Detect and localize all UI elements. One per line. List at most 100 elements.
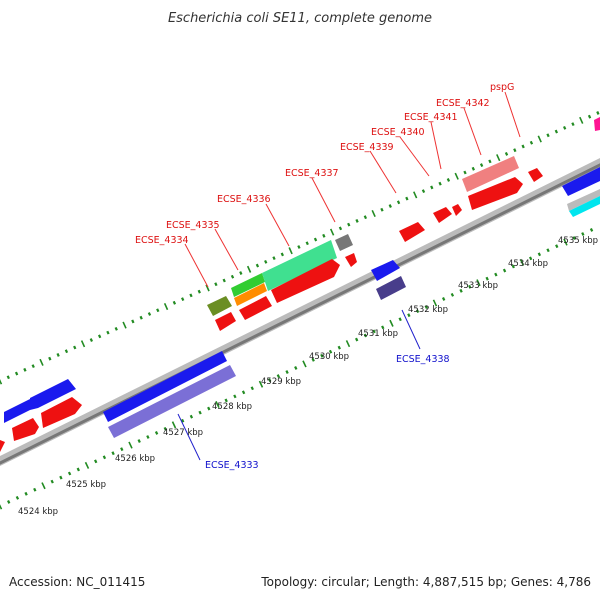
gene-box[interactable]: [335, 234, 353, 251]
gene-arrow[interactable]: [371, 260, 400, 281]
gene-label[interactable]: ECSE_4340: [371, 127, 425, 138]
gene-arrow[interactable]: [103, 351, 227, 422]
gene-box[interactable]: [569, 196, 600, 217]
scale-tick: [554, 129, 559, 134]
cds-arrow[interactable]: [239, 296, 272, 320]
scale-tick: [311, 357, 315, 362]
gene-label[interactable]: ECSE_4339: [340, 142, 394, 153]
gene-arrow[interactable]: [4, 399, 30, 423]
cds-arrow[interactable]: [345, 253, 357, 267]
gene-label[interactable]: ECSE_4338: [396, 354, 450, 365]
scale-tick: [363, 333, 368, 338]
scale-tick: [171, 421, 177, 429]
reverse-label-leaders: [177, 309, 421, 461]
scale-tick: [120, 447, 124, 452]
cds-arrow[interactable]: [41, 397, 82, 428]
scale-tick: [463, 170, 467, 175]
scale-tick: [381, 325, 385, 330]
scale-tick: [494, 272, 498, 277]
scale-tick: [529, 140, 534, 145]
gene-label[interactable]: ECSE_4334: [135, 235, 189, 246]
gene-arrow[interactable]: [108, 365, 236, 438]
cds-arrow[interactable]: [433, 207, 452, 223]
gene-label[interactable]: ECSE_4333: [205, 460, 259, 471]
gene-arrow[interactable]: [562, 167, 600, 196]
gene-label[interactable]: ECSE_4335: [166, 220, 220, 231]
scale-tick: [537, 252, 542, 257]
scale-tick: [328, 349, 333, 354]
scale-tick: [276, 374, 281, 379]
scale-tick: [441, 297, 446, 301]
gene-box[interactable]: [376, 276, 406, 300]
scale-tick: [421, 189, 426, 194]
scale-tick: [189, 414, 194, 419]
cds-arrow[interactable]: [271, 259, 340, 303]
scale-tick: [84, 461, 90, 469]
scale-tick: [504, 151, 509, 156]
scale-tick: [156, 308, 160, 313]
cds-arrow[interactable]: [468, 177, 523, 210]
scale-tick: [80, 340, 86, 348]
cds-arrow[interactable]: [452, 204, 462, 216]
gene-box[interactable]: [231, 273, 265, 297]
scale-tick: [181, 297, 185, 302]
scale-tick: [459, 288, 463, 293]
scale-tick: [131, 319, 135, 324]
gene-label[interactable]: ECSE_4337: [285, 168, 339, 179]
scale-tick: [122, 321, 127, 329]
scale-tick: [7, 500, 11, 504]
cds-arrow[interactable]: [528, 168, 543, 182]
genome-summary-text: Topology: circular; Length: 4,887,515 bp…: [260, 575, 591, 589]
scale-tick: [347, 222, 351, 227]
scale-tick: [596, 111, 600, 115]
scale-tick: [371, 209, 376, 217]
scale-tick: [0, 504, 3, 510]
gene-box[interactable]: [262, 240, 337, 291]
scale-tick: [24, 491, 28, 496]
scale-tick: [572, 236, 576, 240]
gene-label[interactable]: ECSE_4341: [404, 112, 458, 123]
scale-tick: [224, 398, 228, 403]
gene-label[interactable]: pspG: [490, 82, 514, 93]
cds-arrow[interactable]: [215, 312, 236, 331]
gene-box[interactable]: [207, 296, 232, 316]
cds-arrow[interactable]: [12, 418, 39, 441]
gene-box[interactable]: [594, 117, 600, 131]
scale-tick: [14, 371, 19, 376]
gene-box[interactable]: [462, 156, 519, 192]
scale-tick: [413, 191, 418, 199]
gene-box[interactable]: [567, 189, 600, 211]
scale-tick: [67, 471, 72, 476]
forward-label-leaders: [184, 91, 521, 288]
scale-tick: [502, 268, 507, 273]
scale-tick: [230, 274, 235, 279]
scale-tick: [521, 144, 525, 149]
scale-tick: [589, 228, 594, 232]
scale-tick: [446, 178, 451, 182]
scale-tick: [6, 375, 10, 380]
gene-label[interactable]: ECSE_4342: [436, 98, 490, 109]
scale-label: 4525 kbp: [66, 480, 106, 490]
map-title: Escherichia coli SE11, complete genome: [168, 11, 432, 26]
scale-tick: [163, 426, 167, 431]
scale-tick: [181, 418, 185, 423]
gene-label[interactable]: ECSE_4336: [217, 194, 271, 205]
gene-box[interactable]: [234, 283, 267, 306]
scale-labels: 4524 kbp 4525 kbp 4526 kbp 4527 kbp 4528…: [18, 236, 598, 517]
scale-label: 4526 kbp: [115, 454, 155, 464]
scale-tick: [415, 309, 420, 314]
scale-tick: [424, 305, 428, 309]
gene-arrow[interactable]: [30, 379, 76, 410]
scale-tick: [280, 252, 284, 257]
cds-arrow[interactable]: [399, 222, 425, 242]
scale-tick: [581, 232, 585, 236]
scale-tick: [246, 265, 252, 273]
scale-tick: [222, 278, 226, 283]
scale-tick: [405, 196, 409, 201]
scale-tick: [488, 159, 492, 164]
scale-tick: [407, 313, 411, 318]
genome-backbone: [0, 157, 600, 467]
scale-label: 4535 kbp: [558, 236, 598, 246]
cds-arrow[interactable]: [0, 440, 5, 452]
scale-tick: [355, 219, 359, 223]
